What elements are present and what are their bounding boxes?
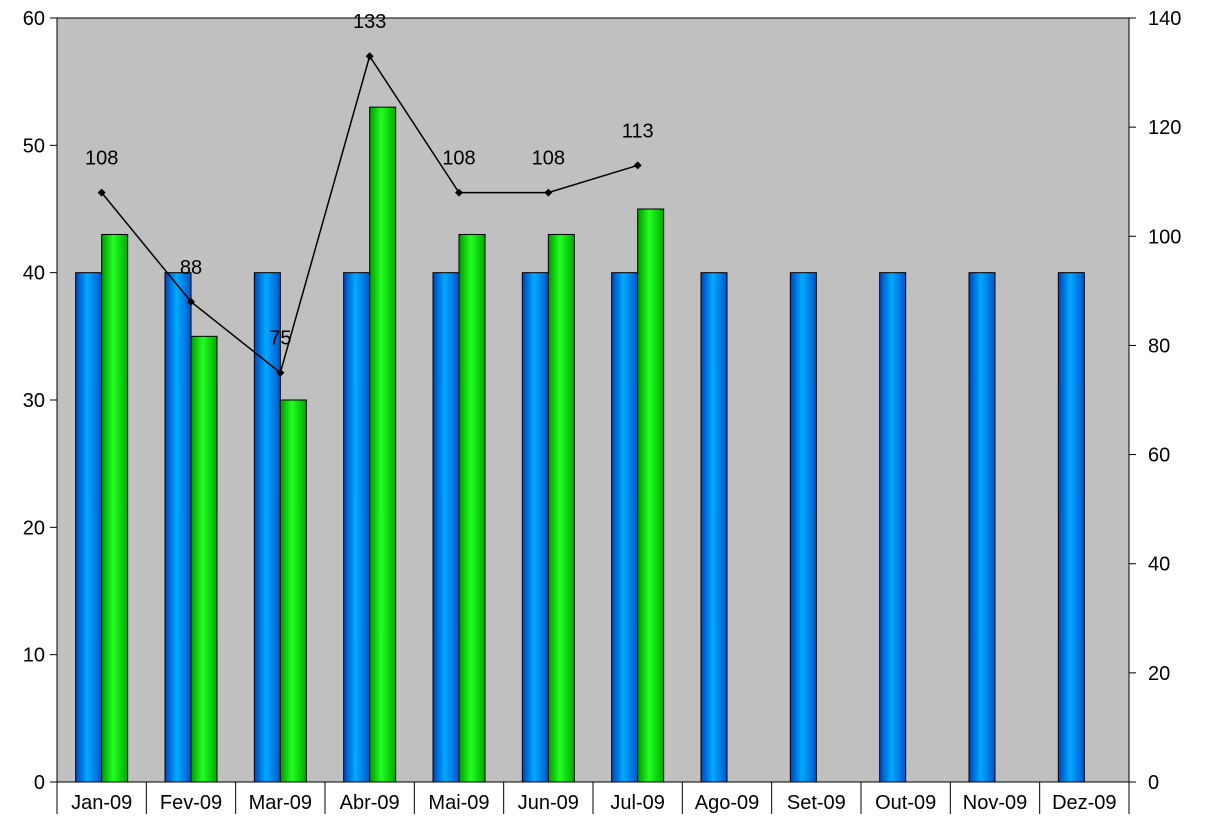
- bar-s1-nov-09: [968, 272, 996, 783]
- bar-s1-fev-09: [164, 272, 192, 783]
- bar-s2-jan-09: [101, 233, 129, 783]
- line-marker-abr-09: [365, 52, 374, 61]
- bar-s2-fev-09: [190, 335, 218, 783]
- left-tick-label-20: 20: [23, 517, 45, 539]
- right-tick-label-0: 0: [1148, 772, 1159, 794]
- line-marker-jan-09: [97, 188, 106, 197]
- x-tick-label-fev-09: Fev-09: [160, 792, 222, 814]
- x-tick-label-jun-09: Jun-09: [518, 792, 579, 814]
- bar-s2-mai-09: [458, 233, 486, 783]
- x-tick-label-ago-09: Ago-09: [695, 792, 760, 814]
- bar-s1-ago-09: [700, 272, 728, 783]
- plot-area: [56, 17, 1130, 783]
- right-tick-label-20: 20: [1148, 663, 1170, 685]
- data-label-fev-09: 88: [180, 257, 202, 279]
- bar-s1-mar-09: [253, 272, 281, 783]
- bar-s1-dez-09: [1057, 272, 1085, 783]
- x-tick-label-abr-09: Abr-09: [340, 792, 400, 814]
- left-tick-label-30: 30: [23, 390, 45, 412]
- bar-s1-abr-09: [343, 272, 371, 783]
- x-tick-label-set-09: Set-09: [787, 792, 846, 814]
- left-tick-label-0: 0: [34, 772, 45, 794]
- line-marker-fev-09: [187, 297, 195, 306]
- x-tick-label-mai-09: Mai-09: [428, 792, 489, 814]
- right-tick-label-40: 40: [1148, 554, 1170, 576]
- right-tick-label-120: 120: [1148, 117, 1181, 139]
- bar-s1-mai-09: [432, 272, 460, 783]
- bar-s2-abr-09: [369, 106, 397, 783]
- data-label-mar-09: 75: [269, 328, 291, 350]
- line-marker-jun-09: [544, 188, 553, 197]
- data-label-jul-09: 113: [622, 120, 654, 142]
- right-tick-label-100: 100: [1148, 226, 1181, 248]
- data-label-jan-09: 108: [85, 148, 118, 170]
- bar-s1-jun-09: [521, 272, 549, 783]
- data-label-jun-09: 108: [532, 148, 565, 170]
- line-marker-mar-09: [276, 368, 285, 377]
- left-tick-label-60: 60: [23, 8, 45, 30]
- bar-s2-jun-09: [547, 233, 575, 783]
- x-tick-label-jan-09: Jan-09: [71, 792, 132, 814]
- bar-s1-set-09: [789, 272, 817, 783]
- x-tick-label-out-09: Out-09: [875, 792, 936, 814]
- x-tick-label-mar-09: Mar-09: [249, 792, 312, 814]
- bar-s2-jul-09: [637, 208, 665, 783]
- bar-s1-out-09: [879, 272, 907, 783]
- x-tick-label-nov-09: Nov-09: [963, 792, 1027, 814]
- data-label-mai-09: 108: [442, 148, 475, 170]
- line-marker-jul-09: [633, 161, 642, 170]
- bar-s1-jan-09: [75, 272, 103, 783]
- bar-s2-mar-09: [279, 399, 307, 783]
- right-tick-label-80: 80: [1148, 335, 1170, 357]
- line-marker-mai-09: [455, 188, 463, 197]
- right-tick-label-60: 60: [1148, 445, 1170, 467]
- x-tick-label-dez-09: Dez-09: [1052, 792, 1116, 814]
- left-tick-label-10: 10: [23, 645, 45, 667]
- right-tick-label-140: 140: [1148, 8, 1181, 30]
- bar-s1-jul-09: [611, 272, 639, 783]
- x-tick-label-jul-09: Jul-09: [610, 792, 664, 814]
- left-tick-label-50: 50: [23, 135, 45, 157]
- left-tick-label-40: 40: [23, 263, 45, 285]
- data-label-abr-09: 133: [353, 11, 386, 33]
